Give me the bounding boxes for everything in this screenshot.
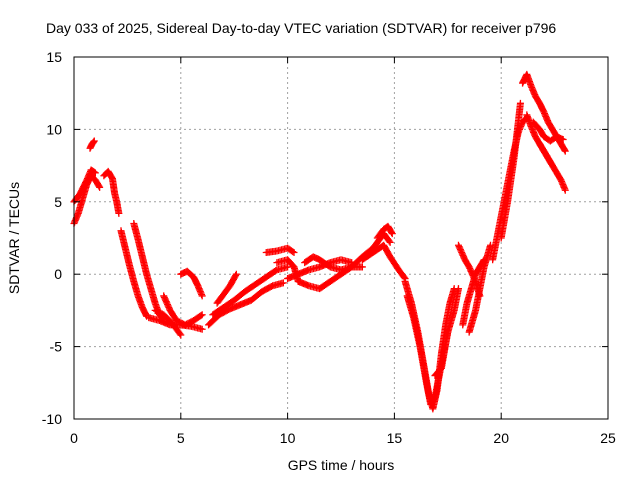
series-s14 xyxy=(262,244,298,256)
data-point xyxy=(476,292,484,300)
data-point xyxy=(290,248,298,256)
data-point xyxy=(232,270,240,278)
data-point xyxy=(198,311,206,319)
data-point xyxy=(90,138,98,146)
y-tick-label: 0 xyxy=(54,266,62,282)
data-point xyxy=(385,237,393,245)
x-tick-label: 10 xyxy=(280,430,296,446)
data-point xyxy=(388,230,396,238)
data-point xyxy=(454,285,462,293)
chart-title: Day 033 of 2025, Sidereal Day-to-day VTE… xyxy=(46,20,556,36)
plot-frame xyxy=(73,56,609,420)
x-axis-label: GPS time / hours xyxy=(288,457,395,473)
series-s2 xyxy=(70,166,99,206)
x-tick-label: 0 xyxy=(70,430,78,446)
series-s33 xyxy=(536,140,556,170)
data-point xyxy=(115,209,123,217)
y-tick-label: -5 xyxy=(50,339,63,355)
series-s9 xyxy=(160,292,206,329)
y-tick-label: -10 xyxy=(42,411,62,427)
series-s24 xyxy=(431,285,462,380)
y-axis-label: SDTVAR / TECUs xyxy=(6,182,22,294)
series-s11 xyxy=(205,279,287,329)
series-s29 xyxy=(497,99,524,242)
series-s5 xyxy=(117,227,151,320)
axis-ticks: 0 5 10 15 20 25 -10 -5 0 5 10 15 xyxy=(42,49,616,446)
y-tick-label: 10 xyxy=(46,121,62,137)
series-s13 xyxy=(213,270,240,307)
series-s10 xyxy=(177,267,206,300)
data-point xyxy=(90,168,98,176)
series-s4 xyxy=(100,167,123,217)
data-point xyxy=(91,169,99,177)
data-point xyxy=(548,160,556,168)
data-point xyxy=(279,279,287,287)
data-point xyxy=(232,271,240,279)
data-point xyxy=(289,248,297,256)
data-point xyxy=(358,263,366,271)
series-s12 xyxy=(209,263,292,319)
data-point xyxy=(90,137,98,145)
x-tick-label: 5 xyxy=(177,430,185,446)
series-s8 xyxy=(151,306,185,339)
data-point xyxy=(561,147,569,155)
data-point xyxy=(96,183,104,191)
x-tick-label: 15 xyxy=(387,430,403,446)
data-point xyxy=(198,292,206,300)
data-point xyxy=(388,228,396,236)
series-s21 xyxy=(373,222,396,242)
series-s32 xyxy=(529,118,567,145)
data-point xyxy=(516,99,524,107)
series-s27 xyxy=(454,241,484,300)
series-s18 xyxy=(301,253,345,274)
data-point xyxy=(95,182,103,190)
data-point xyxy=(561,146,569,154)
data-point xyxy=(386,238,394,246)
data-point xyxy=(177,331,185,339)
data-series xyxy=(70,70,569,413)
series-s20 xyxy=(358,241,409,283)
data-point xyxy=(559,136,567,144)
y-tick-label: 5 xyxy=(54,194,62,210)
data-point xyxy=(198,325,206,333)
data-point xyxy=(197,312,205,320)
data-point xyxy=(548,162,556,170)
y-tick-label: 15 xyxy=(46,49,62,65)
x-tick-label: 20 xyxy=(493,430,509,446)
data-point xyxy=(176,330,184,338)
x-tick-label: 25 xyxy=(600,430,616,446)
data-point xyxy=(400,273,408,281)
data-point xyxy=(561,186,569,194)
series-s3 xyxy=(86,137,98,152)
data-point xyxy=(284,263,292,271)
